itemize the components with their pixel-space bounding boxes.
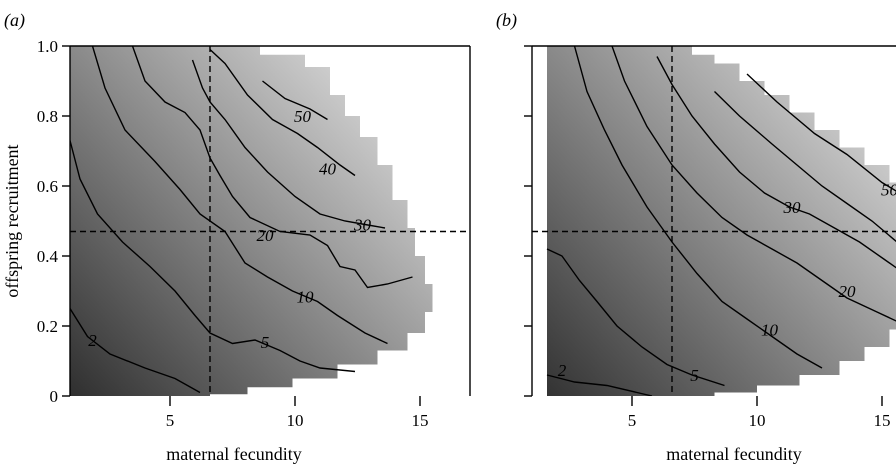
panel-b-label: (b) <box>496 10 517 31</box>
contour-label-5: 5 <box>261 333 270 352</box>
panel-a-heatmap <box>70 46 433 396</box>
panel-b-axes: 5 10 15 <box>524 45 896 430</box>
contour-line-10 <box>91 46 388 345</box>
contour-line-2 <box>70 308 201 394</box>
panel-a-axes: 5 10 15 0 0.2 0.4 0.6 0.8 1.0 <box>37 37 471 430</box>
panel-b-x-axis-title: maternal fecundity <box>666 444 801 464</box>
y-tick-label: 0.4 <box>37 247 59 266</box>
panel-b-heatmap <box>547 46 896 396</box>
x-tick-label: 15 <box>412 411 429 430</box>
panel-a-label: (a) <box>4 10 25 31</box>
contour-line-20 <box>131 46 413 289</box>
x-tick-label: 10 <box>749 411 766 430</box>
x-tick-label: 5 <box>166 411 175 430</box>
heatmap-region <box>547 46 896 396</box>
contour-line-30 <box>656 56 896 269</box>
contour-line-2 <box>546 374 653 396</box>
contour-label-10: 10 <box>761 321 779 340</box>
contour-label-10: 10 <box>297 287 315 306</box>
x-tick-label: 5 <box>628 411 637 430</box>
contour-line-5 <box>70 140 356 373</box>
contour-label-50: 50 <box>294 107 312 126</box>
contour-label-40: 40 <box>319 160 337 179</box>
contour-label-5: 5 <box>690 366 699 385</box>
y-tick-label: 0.8 <box>37 107 58 126</box>
contour-line-50 <box>262 80 328 121</box>
contour-label-50: 50 <box>881 181 896 200</box>
panel-b-reference-lines <box>532 46 896 396</box>
contour-line-30 <box>191 59 386 229</box>
y-tick-label: 1.0 <box>37 37 58 56</box>
contour-label-2: 2 <box>558 361 567 380</box>
contour-line-5 <box>546 248 725 387</box>
heatmap-region <box>70 46 433 396</box>
contour-label-2: 2 <box>88 331 97 350</box>
y-tick-label: 0.2 <box>37 317 58 336</box>
contour-label-20: 20 <box>257 226 275 245</box>
contour-label-30: 30 <box>783 198 802 217</box>
y-tick-label: 0 <box>50 387 59 406</box>
contour-line-40 <box>209 48 356 177</box>
panel-a-contours: 2 5 10 20 30 40 50 <box>70 46 413 394</box>
contour-line-10 <box>573 46 823 369</box>
panel-a-reference-lines <box>70 46 470 396</box>
panel-a-y-axis-title: offspring recruitment <box>2 144 22 297</box>
panel-a-x-axis-title: maternal fecundity <box>166 444 301 464</box>
contour-line-50 <box>746 73 896 192</box>
panel-a: (a) 2 5 10 20 30 40 50 5 10 15 0 0.2 0.4 0.6 0.8 1.0 m… <box>2 10 471 464</box>
contour-label-20: 20 <box>839 282 857 301</box>
contour-line-20 <box>611 46 896 322</box>
contour-line-40 <box>714 91 896 243</box>
x-tick-label: 10 <box>287 411 304 430</box>
contour-label-30: 30 <box>353 216 372 235</box>
y-tick-label: 0.6 <box>37 177 58 196</box>
x-tick-label: 15 <box>874 411 891 430</box>
